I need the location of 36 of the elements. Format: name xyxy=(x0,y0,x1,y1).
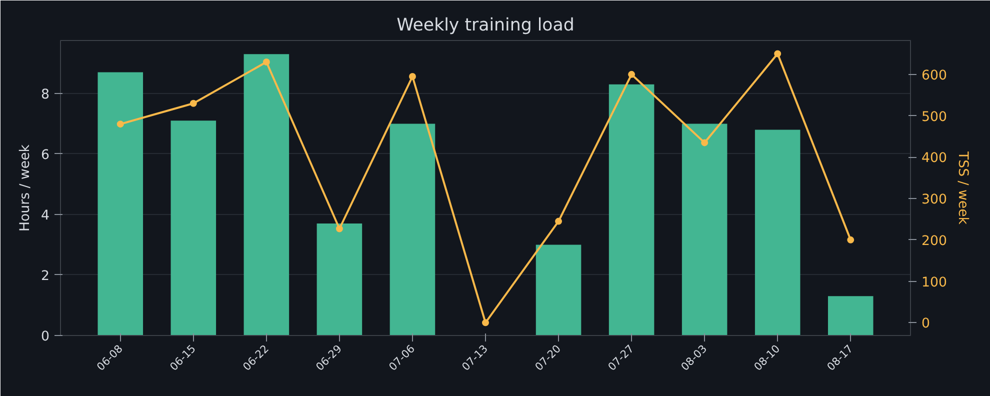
bar xyxy=(316,224,362,336)
point xyxy=(336,225,343,232)
point xyxy=(190,100,197,107)
y-tick-label: 4 xyxy=(41,208,50,224)
point xyxy=(847,236,854,244)
point xyxy=(555,218,562,225)
y2-axis-title: TSS / week xyxy=(954,150,970,225)
point xyxy=(408,73,416,80)
point xyxy=(774,50,782,58)
y2-tick-label: 600 xyxy=(922,68,947,84)
bar xyxy=(536,244,582,336)
bar xyxy=(390,124,436,336)
bar xyxy=(754,130,800,336)
point xyxy=(701,139,708,146)
y-tick-label: 6 xyxy=(41,148,50,163)
y-tick-label: 0 xyxy=(41,330,50,344)
point xyxy=(482,319,489,326)
point xyxy=(262,58,270,66)
bar xyxy=(828,296,874,336)
y2-tick-label: 500 xyxy=(922,110,947,125)
bar xyxy=(608,84,654,336)
chart-title: Weekly training load xyxy=(396,16,574,36)
y-tick-label: 8 xyxy=(41,87,50,102)
bar xyxy=(244,54,290,336)
y-tick-label: 2 xyxy=(41,268,50,284)
y2-tick-label: 400 xyxy=(922,151,947,166)
bar xyxy=(98,72,144,336)
bar xyxy=(170,120,216,336)
y-axis-title: Hours / week xyxy=(18,144,34,232)
point xyxy=(116,120,124,128)
y2-tick-label: 100 xyxy=(922,275,947,290)
y2-tick-label: 200 xyxy=(922,234,947,249)
bar xyxy=(682,124,728,336)
y2-tick-label: 300 xyxy=(922,192,947,208)
point xyxy=(628,70,636,78)
y2-tick-label: 0 xyxy=(922,316,930,332)
